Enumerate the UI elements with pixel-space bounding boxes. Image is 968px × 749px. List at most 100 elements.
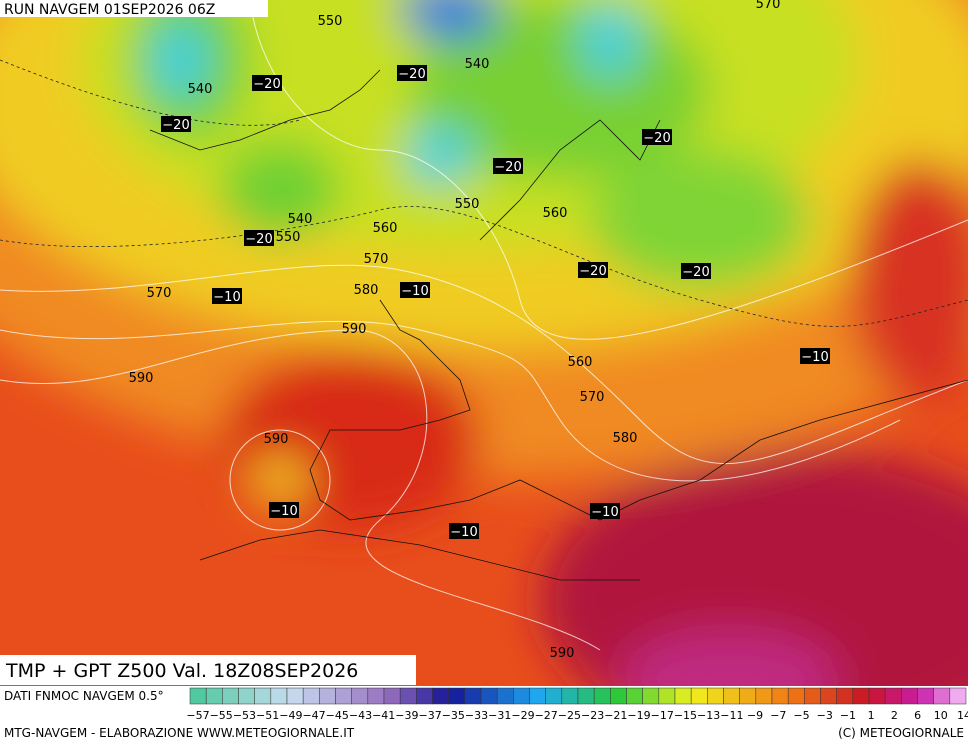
colorbar-tick-label: −41 <box>372 709 395 722</box>
colorbar-cell <box>820 687 837 705</box>
temp-label: −20 <box>253 77 280 92</box>
colorbar-cell <box>884 687 902 705</box>
colorbar-tick-label: −19 <box>627 709 650 722</box>
temp-label: −10 <box>450 525 477 540</box>
temp-label: −20 <box>398 67 425 82</box>
temp-label-box <box>578 262 608 278</box>
colorbar-cell <box>933 687 951 705</box>
height-label: 560 <box>543 206 568 221</box>
height-label: 570 <box>580 390 605 405</box>
colorbar-tick-label: −55 <box>210 709 233 722</box>
height-label: 550 <box>318 14 343 29</box>
colorbar-tick-label: −5 <box>793 709 809 722</box>
colorbar-cell <box>755 687 773 705</box>
colorbar-cell <box>658 687 676 705</box>
colorbar-tick-label: 6 <box>914 709 921 722</box>
footer-right: (C) METEOGIORNALE <box>838 726 964 740</box>
temp-label: −10 <box>270 504 297 519</box>
colorbar-tick-label: 1 <box>868 709 875 722</box>
data-source: DATI FNMOC NAVGEM 0.5° <box>4 689 164 703</box>
colorbar-cell <box>416 687 433 705</box>
temp-label-box <box>449 523 479 539</box>
colorbar-tick-label: −13 <box>697 709 720 722</box>
colorbar-cell <box>189 687 207 705</box>
title-box <box>0 655 416 685</box>
colorbar-tick-label: 14 <box>957 709 968 722</box>
temp-label-box <box>269 502 299 518</box>
colorbar-cell <box>852 687 870 705</box>
temp-label-box <box>161 116 191 132</box>
temp-label-box <box>681 263 711 279</box>
colorbar-cell <box>868 687 886 705</box>
temp-label: −20 <box>494 160 521 175</box>
temp-label: −20 <box>643 131 670 146</box>
run-label: RUN NAVGEM 01SEP2026 06Z <box>4 2 215 18</box>
colorbar-tick-label: −7 <box>770 709 786 722</box>
colorbar-cell <box>480 687 498 705</box>
colorbar-tick-label: −17 <box>651 709 674 722</box>
colorbar-cell <box>238 687 255 705</box>
colorbar-tick-label: −49 <box>279 709 302 722</box>
colorbar-cell <box>448 687 466 705</box>
height-label: 580 <box>613 431 638 446</box>
temp-label-box <box>212 288 242 304</box>
temp-label-box <box>590 503 620 519</box>
colorbar-cell <box>707 687 724 705</box>
temp-label-box <box>397 65 427 81</box>
colorbar-cell <box>432 687 449 705</box>
colorbar-cell <box>270 687 288 705</box>
colorbar-cell <box>529 687 546 705</box>
temp-label-box <box>800 348 830 364</box>
colorbar-tick-label: −23 <box>581 709 604 722</box>
height-label: 590 <box>264 432 289 447</box>
colorbar-cell <box>545 687 563 705</box>
colorbar-tick-label: −15 <box>674 709 697 722</box>
colorbar-tick-label: −47 <box>302 709 325 722</box>
colorbar-cell <box>642 687 660 705</box>
height-label: 560 <box>568 355 593 370</box>
temp-label-box <box>493 158 523 174</box>
colorbar-tick-label: −57 <box>186 709 209 722</box>
height-label: 570 <box>147 286 172 301</box>
colorbar-tick-label: −51 <box>256 709 279 722</box>
temp-label-box <box>252 75 282 91</box>
colorbar-cell <box>286 687 304 705</box>
height-label: 560 <box>373 221 398 236</box>
colorbar-cell <box>205 687 223 705</box>
colorbar-tick-label: −9 <box>747 709 763 722</box>
colorbar-tick-label: −31 <box>488 709 511 722</box>
temp-label: −10 <box>801 350 828 365</box>
colorbar-cell <box>723 687 740 705</box>
colorbar-cell <box>690 687 708 705</box>
colorbar-cell <box>367 687 385 705</box>
colorbar-cell <box>561 687 579 705</box>
colorbar-tick-label: −11 <box>720 709 743 722</box>
height-label: 550 <box>276 230 301 245</box>
height-label: 590 <box>550 646 575 661</box>
height-label: 580 <box>354 283 379 298</box>
colorbar-cell <box>351 687 369 705</box>
colorbar-cell <box>836 687 854 705</box>
height-label: 570 <box>756 0 781 12</box>
colorbar-cell <box>787 687 805 705</box>
colorbar-cell <box>901 687 918 705</box>
temp-label-box <box>244 230 274 246</box>
colorbar-cell <box>593 687 611 705</box>
colorbar-tick-label: −35 <box>442 709 465 722</box>
colorbar-tick-label: 2 <box>891 709 898 722</box>
run-box <box>0 0 268 17</box>
temp-label: −20 <box>245 232 272 247</box>
map-title: TMP + GPT Z500 Val. 18Z08SEP2026 <box>5 660 358 682</box>
colorbar-cell <box>399 687 417 705</box>
colorbar-cell <box>804 687 821 705</box>
colorbar-cell <box>222 687 239 705</box>
colorbar-cell <box>739 687 757 705</box>
colorbar-cell <box>464 687 482 705</box>
temp-label: −20 <box>579 264 606 279</box>
height-label: 570 <box>364 252 389 267</box>
colorbar-cell <box>496 687 514 705</box>
colorbar-tick-label: −25 <box>558 709 581 722</box>
height-label: 540 <box>465 57 490 72</box>
colorbar-tick-label: −33 <box>465 709 488 722</box>
